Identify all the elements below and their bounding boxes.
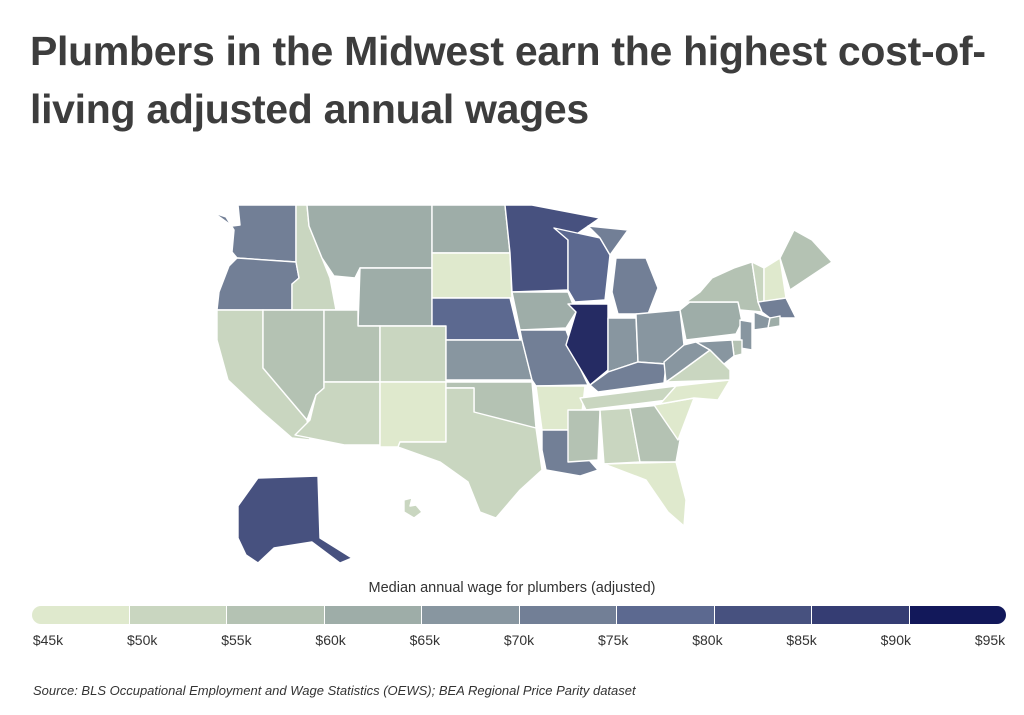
legend-swatch [128, 606, 226, 624]
state-me [779, 229, 833, 291]
state-ri [767, 315, 781, 329]
legend-swatch [32, 606, 129, 624]
state-md [695, 339, 735, 365]
legend-tick-label: $85k [786, 632, 817, 648]
legend-tick-label: $60k [315, 632, 346, 648]
legend-title: Median annual wage for plumbers (adjuste… [368, 580, 656, 596]
state-pa [679, 301, 743, 341]
chart-title: Plumbers in the Midwest earn the highest… [30, 28, 986, 132]
state-ma [757, 297, 797, 319]
state-nd [431, 204, 511, 254]
legend-swatch [421, 606, 519, 624]
legend-swatch [713, 606, 811, 624]
state-ak [237, 475, 353, 564]
legend-tick-label: $80k [692, 632, 723, 648]
state-wa [213, 204, 297, 263]
source-note: Source: BLS Occupational Employment and … [33, 683, 636, 698]
legend-swatch [811, 606, 909, 624]
legend-tick-label: $55k [221, 632, 252, 648]
state-nj [739, 319, 753, 351]
legend-tick-label: $50k [127, 632, 158, 648]
state-ms [567, 409, 601, 463]
legend-tick-label: $75k [598, 632, 629, 648]
legend-swatch [323, 606, 421, 624]
state-co [379, 325, 447, 383]
state-nm [379, 381, 447, 448]
state-ia [511, 291, 577, 331]
state-sd [431, 252, 513, 299]
legend-tick-label: $65k [409, 632, 440, 648]
state-hi [403, 497, 423, 519]
state-wy [357, 267, 433, 327]
state-tx [397, 387, 543, 519]
state-nc [659, 379, 731, 405]
legend-tick-label: $45k [32, 632, 64, 648]
state-or [216, 257, 300, 311]
state-fl [603, 461, 687, 527]
legend-swatch [518, 606, 616, 624]
legend-swatch [616, 606, 714, 624]
legend-swatch [908, 606, 1006, 624]
legend-tick-label: $90k [880, 632, 911, 648]
color-scale-bar [32, 606, 1006, 624]
legend-tick-label: $95k [974, 632, 1006, 648]
legend-tick-label: $70k [503, 632, 535, 648]
state-ks [445, 339, 533, 381]
legend-swatch [226, 606, 324, 624]
